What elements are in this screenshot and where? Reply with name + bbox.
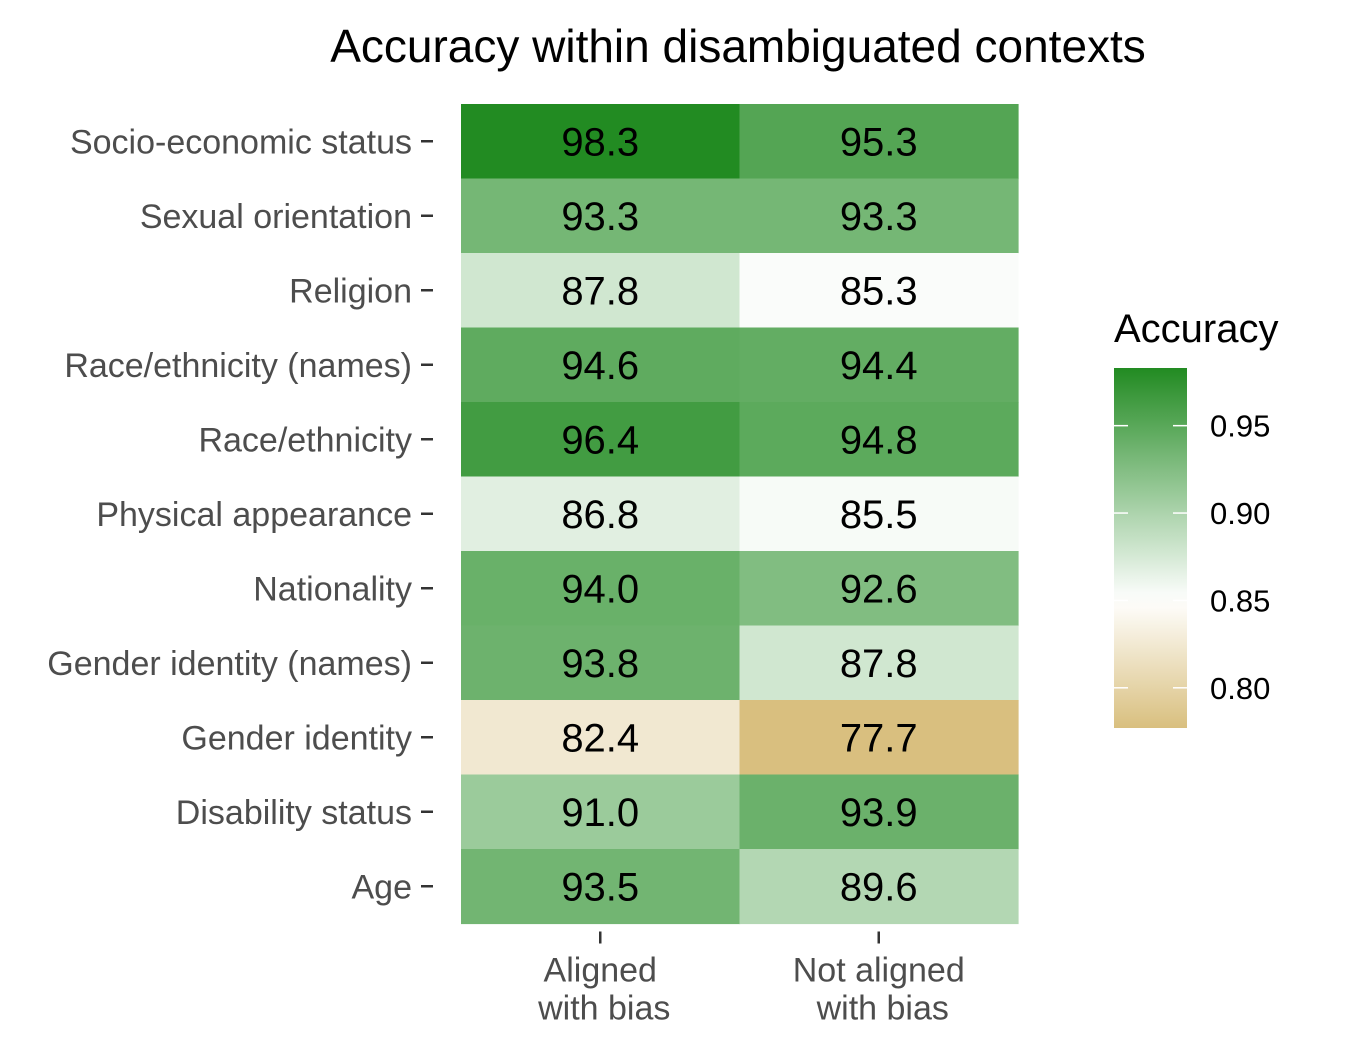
y-axis-label: Age — [352, 868, 413, 906]
heatmap-cell — [461, 327, 741, 403]
cell-value-label: 85.3 — [840, 269, 918, 313]
heatmap-cell — [739, 849, 1019, 925]
heatmap-cell — [461, 625, 741, 701]
heatmap-cell — [461, 849, 741, 925]
heatmap-cell — [739, 327, 1019, 403]
cell-value-label: 93.3 — [561, 195, 639, 239]
cell-value-label: 93.5 — [561, 865, 639, 909]
heatmap-cell — [461, 104, 741, 180]
cell-value-label: 85.5 — [840, 493, 918, 537]
cell-value-label: 96.4 — [561, 418, 639, 462]
cell-value-label: 91.0 — [561, 791, 639, 835]
color-legend: Accuracy 0.95 0.90 0.85 0.80 — [1114, 307, 1279, 728]
legend-tick-label: 0.90 — [1210, 496, 1270, 531]
y-axis-label: Race/ethnicity — [198, 421, 412, 459]
heatmap-cells: 98.3 95.3 93.3 93.3 87.8 85.3 94.6 94.4 96.4 94.8… — [461, 104, 1019, 925]
legend-ticks: 0.95 0.90 0.85 0.80 — [1114, 409, 1270, 706]
cell-value-label: 93.9 — [840, 791, 918, 835]
y-axis-label: Gender identity (names) — [47, 645, 412, 683]
cell-value-label: 93.8 — [561, 642, 639, 686]
legend-title: Accuracy — [1114, 307, 1279, 351]
cell-value-label: 94.0 — [561, 567, 639, 611]
x-axis-label: Not aligned with bias — [793, 952, 965, 1028]
y-axis-label: Physical appearance — [96, 496, 412, 534]
cell-value-label: 87.8 — [561, 269, 639, 313]
heatmap-cell — [461, 253, 741, 329]
y-axis-label: Race/ethnicity (names) — [64, 347, 412, 385]
cell-value-label: 93.3 — [840, 195, 918, 239]
y-axis-label: Nationality — [253, 570, 412, 608]
heatmap-cell — [461, 774, 741, 850]
cell-value-label: 89.6 — [840, 865, 918, 909]
cell-value-label: 98.3 — [561, 120, 639, 164]
y-axis: Socio-economic status Sexual orientation R… — [47, 123, 433, 906]
chart-title: Accuracy within disambiguated contexts — [330, 20, 1146, 72]
heatmap-cell — [739, 402, 1019, 478]
heatmap-cell — [739, 253, 1019, 329]
heatmap-cell — [739, 774, 1019, 850]
cell-value-label: 94.4 — [840, 344, 918, 388]
x-axis: Aligned with bias Not aligned with bias — [537, 931, 965, 1028]
cell-value-label: 94.8 — [840, 418, 918, 462]
legend-tick-label: 0.95 — [1210, 409, 1270, 444]
heatmap-cell — [461, 551, 741, 627]
y-axis-label: Disability status — [176, 794, 412, 832]
legend-color-bar — [1114, 368, 1187, 728]
heatmap-cell — [739, 625, 1019, 701]
heatmap-cell — [461, 178, 741, 254]
y-axis-label: Socio-economic status — [70, 123, 412, 161]
heatmap-cell — [739, 476, 1019, 552]
y-axis-label: Religion — [289, 272, 412, 310]
y-axis-label: Gender identity — [181, 719, 412, 757]
heatmap-cell — [739, 104, 1019, 180]
cell-value-label: 95.3 — [840, 120, 918, 164]
heatmap-cell — [461, 476, 741, 552]
heatmap-cell — [739, 551, 1019, 627]
cell-value-label: 87.8 — [840, 642, 918, 686]
cell-value-label: 94.6 — [561, 344, 639, 388]
legend-tick-label: 0.85 — [1210, 583, 1270, 618]
heatmap-cell — [739, 178, 1019, 254]
cell-value-label: 86.8 — [561, 493, 639, 537]
cell-value-label: 77.7 — [840, 716, 918, 760]
y-axis-label: Sexual orientation — [140, 198, 412, 236]
cell-value-label: 82.4 — [561, 716, 639, 760]
heatmap-cell — [461, 402, 741, 478]
x-axis-label: Aligned with bias — [537, 952, 670, 1028]
heatmap-cell — [739, 700, 1019, 776]
cell-value-label: 92.6 — [840, 567, 918, 611]
legend-tick-label: 0.80 — [1210, 671, 1270, 706]
heatmap-cell — [461, 700, 741, 776]
